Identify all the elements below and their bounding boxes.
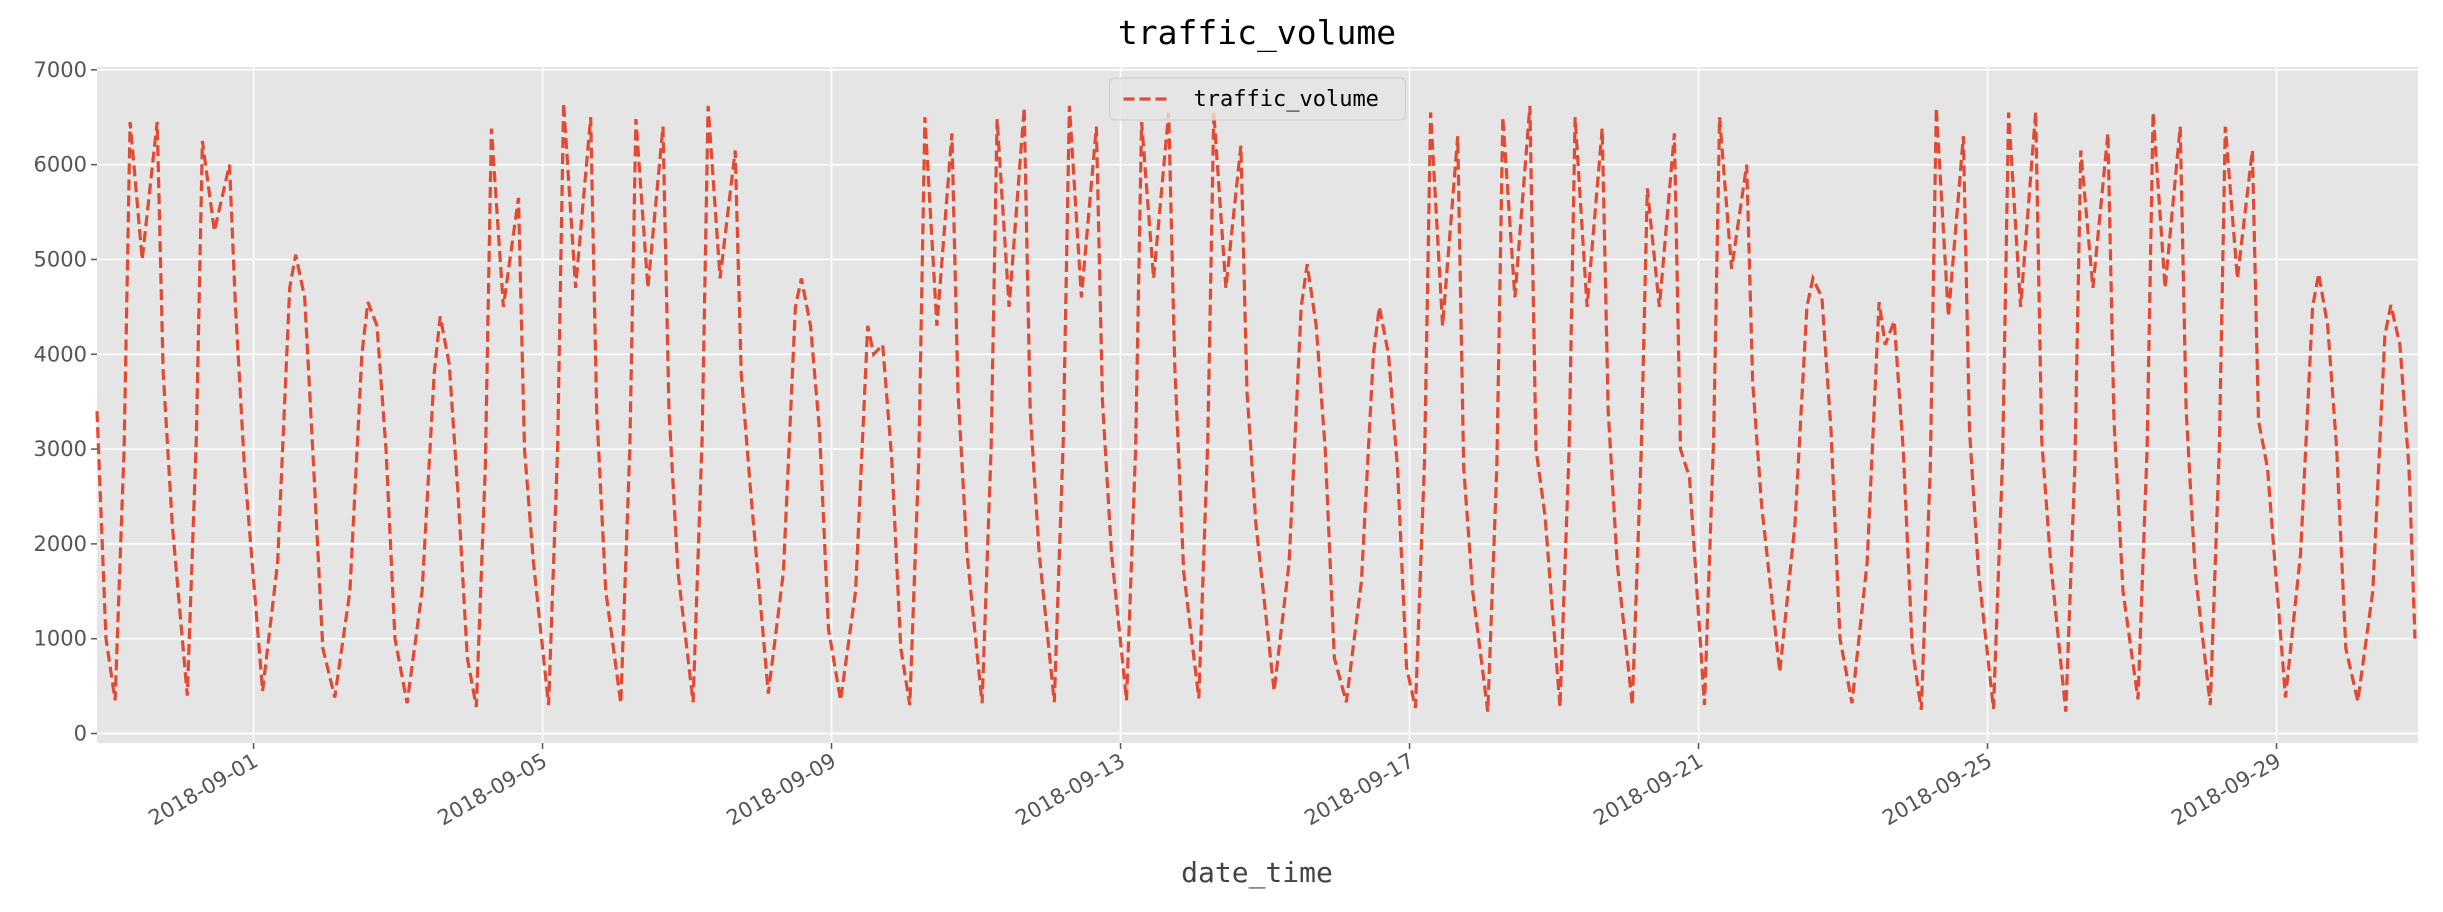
x-tick-label: 2018-09-21	[1589, 749, 1707, 831]
y-tick-label: 1000	[34, 627, 87, 651]
y-tick-label: 5000	[34, 247, 87, 271]
legend-box	[1109, 77, 1406, 121]
x-axis-label: date_time	[1181, 856, 1333, 890]
x-tick-label: 2018-09-09	[722, 749, 840, 831]
y-tick-label: 3000	[34, 437, 87, 461]
y-tick-label: 7000	[34, 58, 87, 82]
legend-label: traffic_volume	[1194, 87, 1379, 112]
x-tick-label: 2018-09-05	[433, 749, 551, 831]
data-line	[95, 102, 2417, 712]
chart-title: traffic_volume	[1118, 13, 1396, 53]
y-tick-label: 6000	[34, 153, 87, 177]
x-tick-label: 2018-09-17	[1300, 749, 1418, 831]
x-tick-label: 2018-09-01	[144, 749, 262, 831]
y-tick-label: 0	[74, 722, 87, 746]
x-tick-label: 2018-09-13	[1011, 749, 1129, 831]
y-tick-label: 4000	[34, 342, 87, 366]
y-tick-label: 2000	[34, 532, 87, 556]
x-tick-label: 2018-09-29	[2167, 749, 2285, 831]
plot-area	[97, 67, 2418, 743]
legend: traffic_volume	[1109, 77, 1406, 121]
x-tick-label: 2018-09-25	[1878, 749, 1996, 831]
